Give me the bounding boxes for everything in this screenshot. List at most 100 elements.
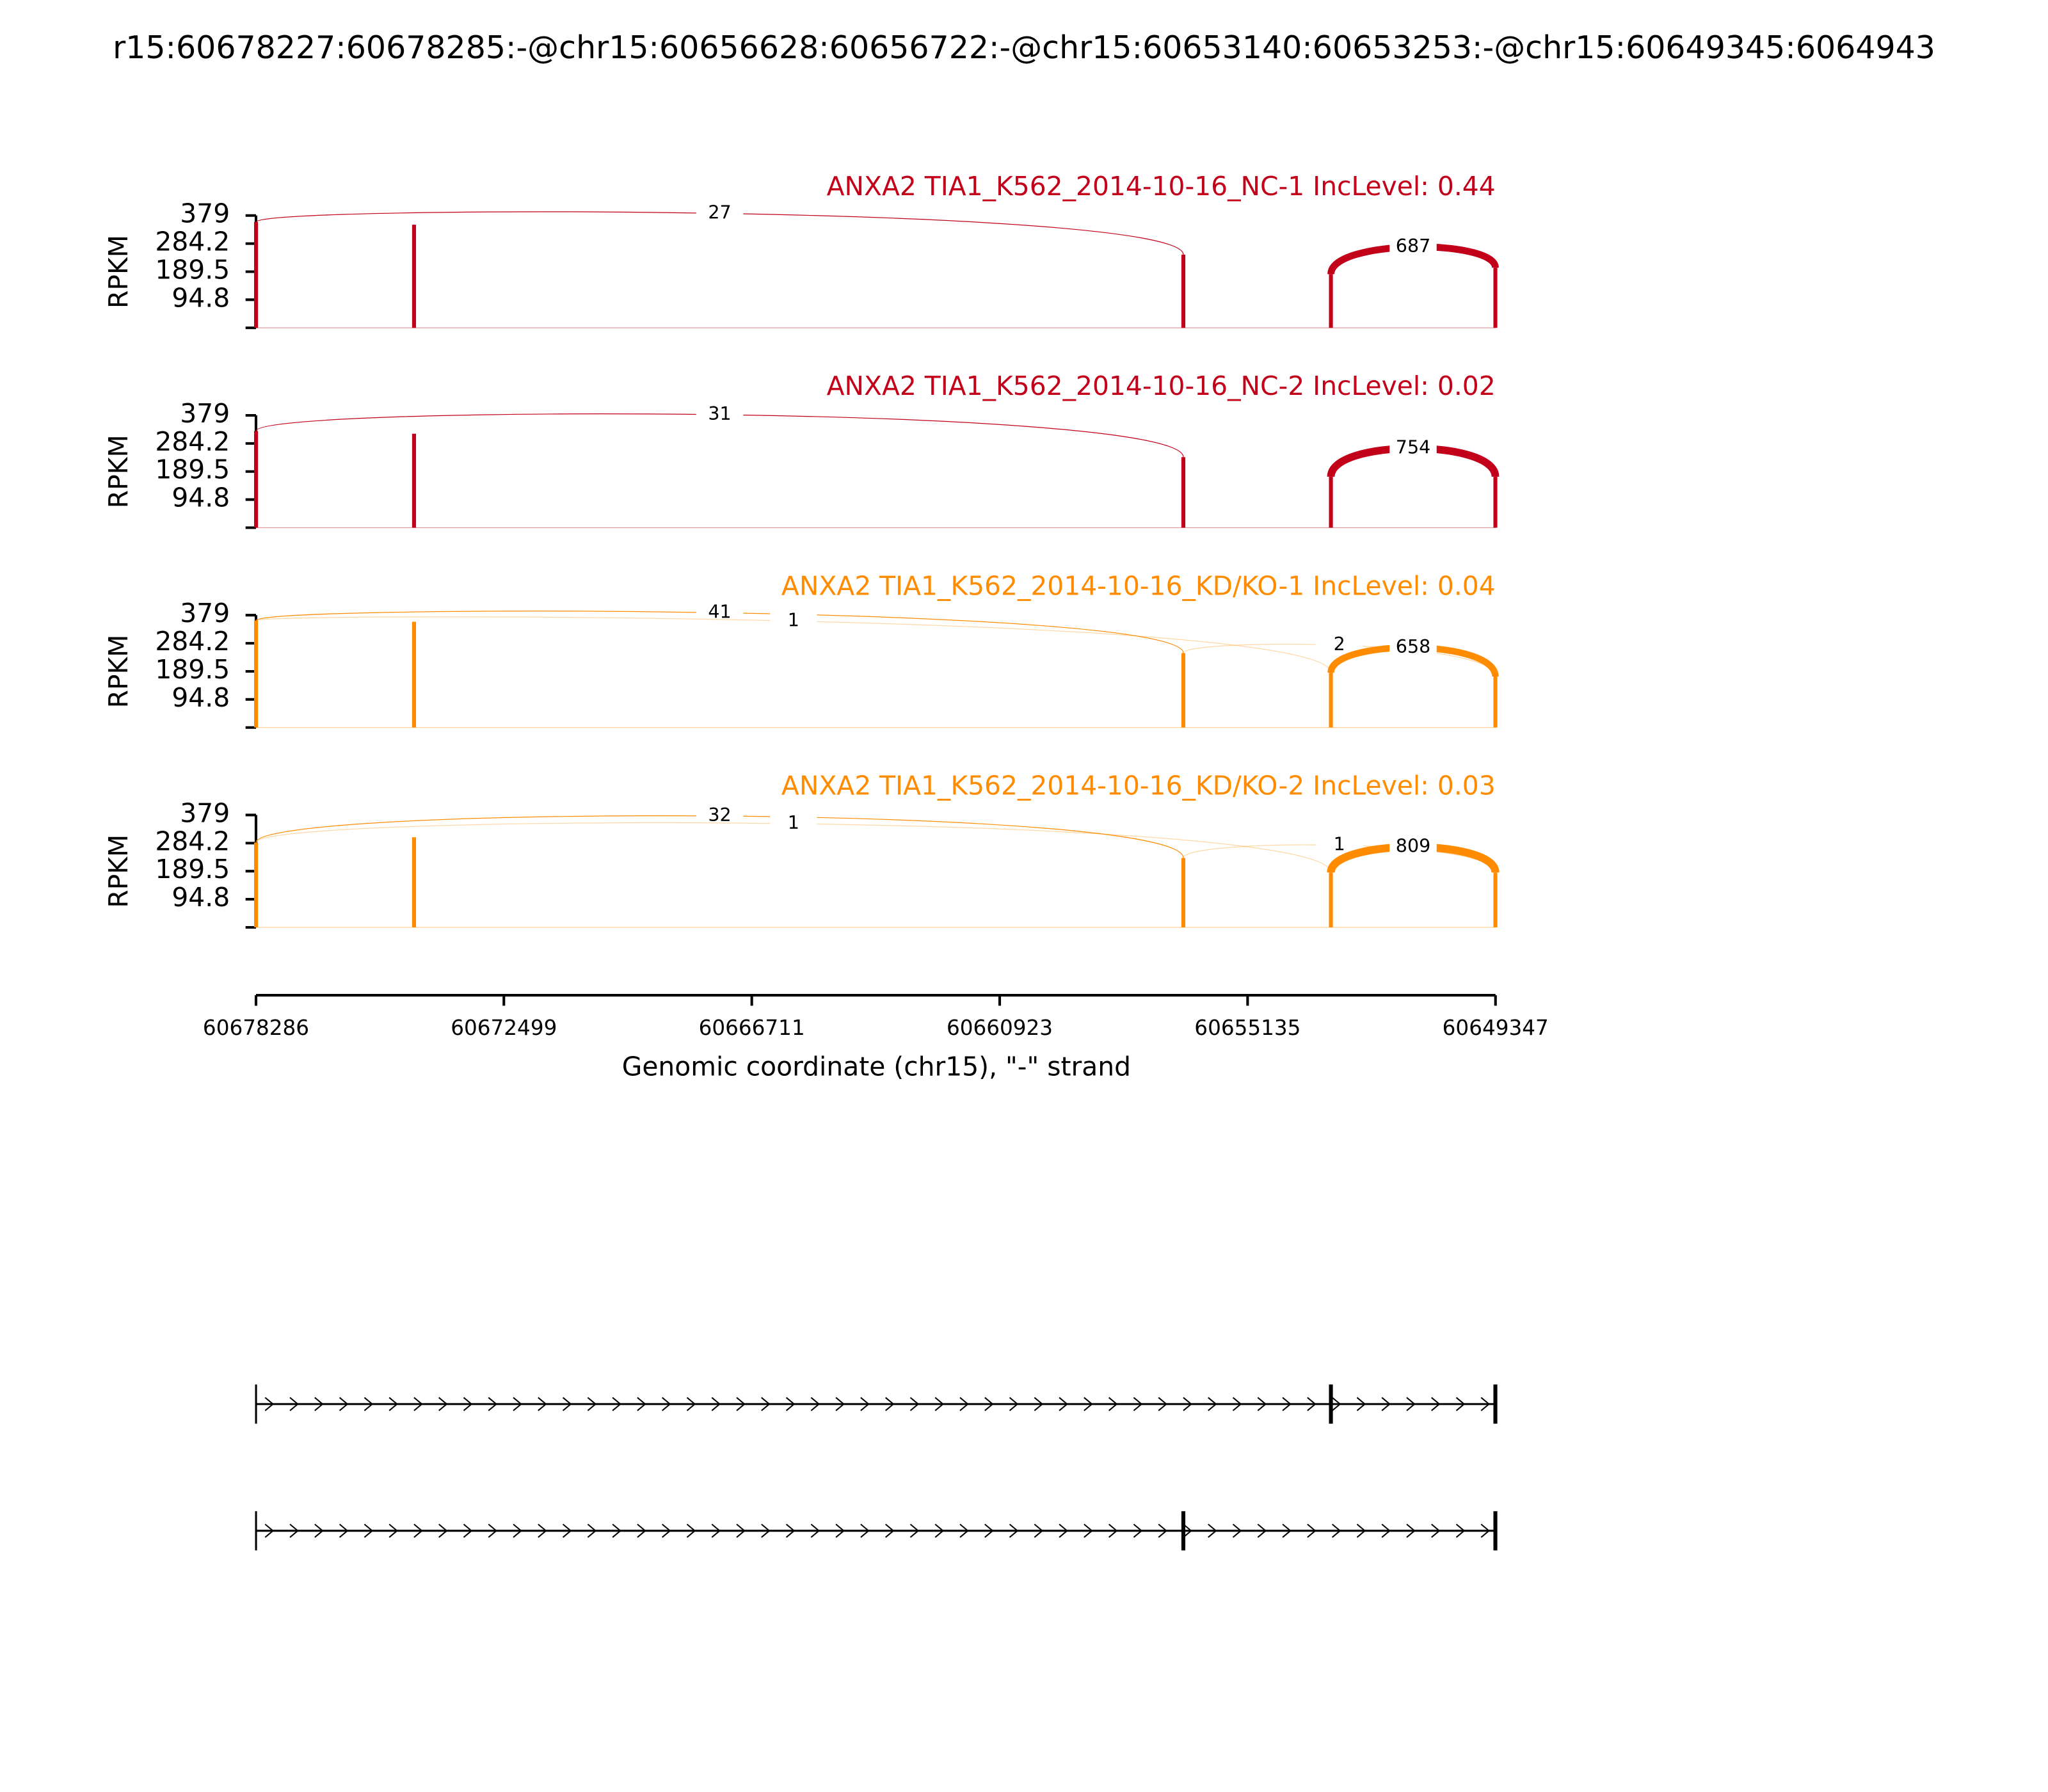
strand-arrow: [264, 1396, 275, 1411]
coverage-bar: [1329, 274, 1333, 328]
strand-arrow: [662, 1396, 671, 1411]
y-tick-label: 94.8: [172, 682, 230, 713]
strand-arrow: [810, 1396, 820, 1411]
junction-label: 41: [708, 600, 731, 622]
strand-arrow: [785, 1523, 796, 1538]
strand-arrow: [909, 1523, 920, 1538]
strand-arrow: [562, 1396, 572, 1411]
strand-arrow: [314, 1396, 324, 1411]
strand-arrow: [1257, 1523, 1267, 1538]
strand-arrow: [1084, 1523, 1093, 1538]
y-axis-label: RPKM: [103, 835, 134, 908]
strand-arrow: [364, 1396, 374, 1411]
panel-title: ANXA2 TIA1_K562_2014-10-16_NC-1 IncLevel…: [827, 171, 1496, 202]
y-tick-label: 189.5: [155, 654, 230, 685]
strand-arrow: [686, 1396, 696, 1411]
coverage-bar: [1493, 476, 1498, 528]
strand-arrow: [339, 1523, 349, 1538]
junction-label: 687: [1396, 235, 1431, 257]
strand-arrow: [761, 1523, 771, 1538]
y-tick-label: 189.5: [155, 254, 230, 285]
strand-arrow: [686, 1523, 696, 1538]
strand-arrow: [984, 1396, 994, 1411]
junction-label-bg: [770, 813, 817, 835]
strand-arrow: [835, 1396, 845, 1411]
panel-title: ANXA2 TIA1_K562_2014-10-16_KD/KO-1 IncLe…: [781, 570, 1496, 601]
chart-title: r15:60678227:60678285:-@chr15:60656628:6…: [113, 29, 1935, 66]
junction-label: 809: [1396, 835, 1431, 856]
strand-arrow: [364, 1523, 374, 1538]
coverage-bar: [1493, 872, 1498, 927]
junction-label: 1: [788, 812, 799, 833]
strand-arrow: [413, 1396, 423, 1411]
strand-arrow: [1480, 1523, 1491, 1538]
strand-arrow: [463, 1523, 473, 1538]
junction-label-bg: [696, 805, 744, 827]
y-tick-label: 284.2: [155, 826, 230, 856]
strand-arrow: [711, 1523, 721, 1538]
panel-title: ANXA2 TIA1_K562_2014-10-16_NC-2 IncLevel…: [827, 371, 1496, 401]
coverage-bar: [412, 837, 417, 927]
strand-arrow: [909, 1396, 920, 1411]
strand-arrow: [885, 1523, 895, 1538]
strand-arrow: [1158, 1396, 1168, 1411]
strand-arrow: [637, 1396, 646, 1411]
strand-arrow: [711, 1396, 721, 1411]
strand-arrow: [1232, 1523, 1242, 1538]
coverage-bar: [1329, 872, 1333, 927]
panel-title: ANXA2 TIA1_K562_2014-10-16_KD/KO-2 IncLe…: [781, 771, 1496, 801]
strand-arrow: [885, 1396, 895, 1411]
strand-arrow: [1208, 1396, 1217, 1411]
strand-arrow: [413, 1523, 423, 1538]
junction-label: 658: [1396, 636, 1431, 657]
coverage-bar: [1329, 673, 1333, 728]
junction-label: 2: [1334, 633, 1345, 655]
coverage-bar: [1181, 858, 1186, 927]
coverage-bar: [1493, 268, 1498, 328]
strand-arrow: [860, 1523, 870, 1538]
x-tick-label: 60655135: [1194, 1016, 1300, 1040]
strand-arrow: [959, 1396, 969, 1411]
strand-arrow: [1307, 1523, 1316, 1538]
junction-label: 27: [708, 201, 731, 223]
junction-label-bg: [770, 611, 817, 632]
strand-arrow: [289, 1396, 299, 1411]
strand-arrow: [1133, 1523, 1143, 1538]
strand-arrow: [1059, 1396, 1068, 1411]
coverage-bar: [1181, 653, 1186, 728]
strand-arrow: [1009, 1396, 1019, 1411]
strand-arrow: [637, 1523, 646, 1538]
strand-arrow: [1381, 1523, 1391, 1538]
strand-arrow: [538, 1523, 547, 1538]
strand-arrow: [612, 1396, 621, 1411]
coverage-bar: [254, 431, 259, 528]
strand-arrow: [835, 1523, 845, 1538]
strand-arrow: [860, 1396, 870, 1411]
coverage-bar: [254, 620, 259, 728]
strand-arrow: [388, 1523, 399, 1538]
junction-label-bg: [696, 404, 744, 426]
x-tick-label: 60660923: [947, 1016, 1053, 1040]
strand-arrow: [959, 1523, 969, 1538]
x-tick-label: 60678286: [203, 1016, 309, 1040]
strand-arrow: [562, 1523, 572, 1538]
junction-label: 32: [708, 804, 731, 826]
junction-label-bg: [696, 203, 744, 224]
coverage-bar: [412, 433, 417, 528]
strand-arrow: [736, 1396, 746, 1411]
coverage-bar: [254, 221, 259, 328]
strand-arrow: [662, 1523, 671, 1538]
strand-arrow: [1282, 1396, 1292, 1411]
strand-arrow: [513, 1396, 522, 1411]
junction-label-bg: [696, 602, 744, 623]
strand-arrow: [761, 1396, 771, 1411]
y-tick-label: 379: [180, 398, 230, 429]
strand-arrow: [1257, 1396, 1267, 1411]
junction-label-bg: [1389, 637, 1437, 659]
strand-arrow: [1183, 1523, 1192, 1538]
strand-arrow: [314, 1523, 324, 1538]
y-axis-label: RPKM: [103, 235, 134, 308]
strand-arrow: [1282, 1523, 1292, 1538]
strand-arrow: [289, 1523, 299, 1538]
y-tick-label: 379: [180, 198, 230, 229]
